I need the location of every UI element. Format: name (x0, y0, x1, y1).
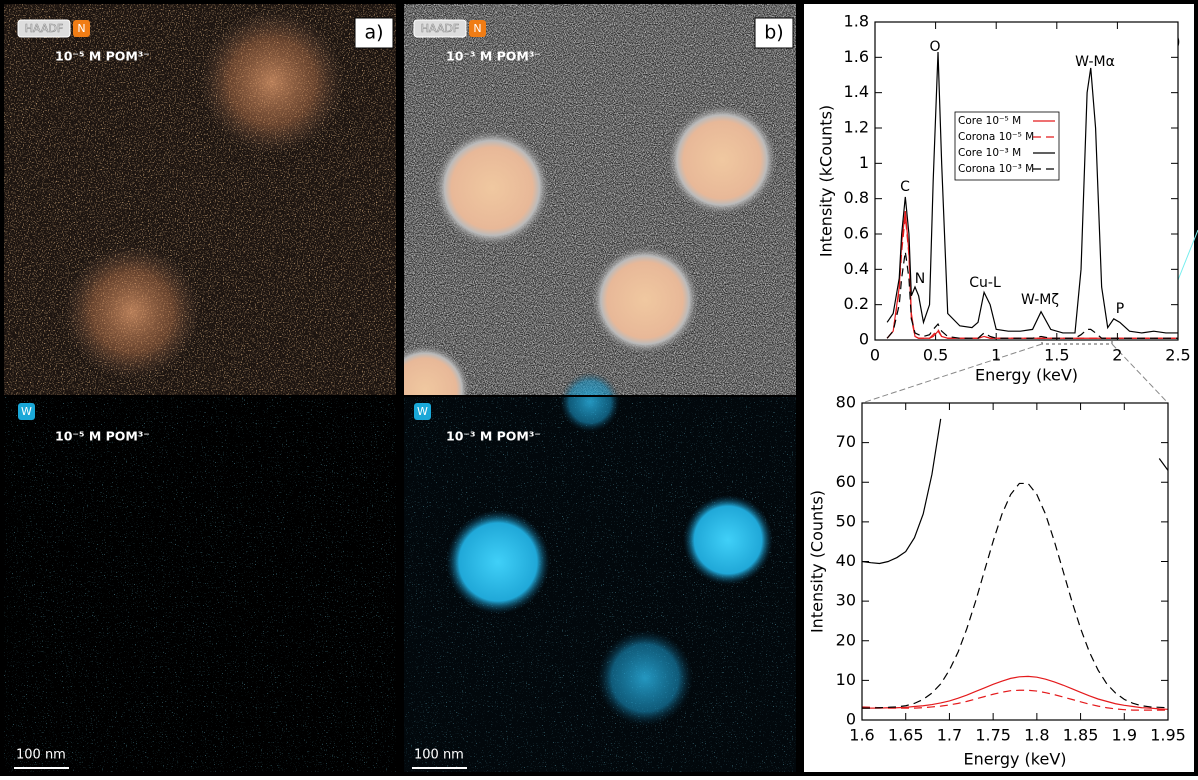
panel-a-images (0, 0, 398, 776)
particle (591, 246, 699, 354)
y-tick-label: 50 (836, 511, 856, 530)
y-tick-label: 0.2 (844, 294, 869, 313)
annotation: C (900, 179, 910, 195)
image-noise (0, 396, 398, 776)
haadf-badge: HAADF (421, 22, 459, 35)
y-tick-label: 1 (859, 153, 869, 172)
y-axis-label: Intensity (Counts) (808, 490, 827, 633)
x-tick-label: 2 (1112, 346, 1122, 365)
x-tick-label: 1.95 (1150, 726, 1186, 745)
x-tick-label: 1.65 (888, 726, 924, 745)
y-tick-label: 70 (836, 432, 856, 451)
y-tick-label: 30 (836, 591, 856, 610)
scale-bar-label: 100 nm (16, 748, 66, 763)
n-badge: N (77, 22, 85, 35)
annotation: P (1116, 301, 1124, 317)
caption: 10⁻³ M POM³⁻ (446, 49, 541, 64)
plot-area (862, 403, 1168, 720)
x-axis-label: Energy (keV) (963, 750, 1066, 769)
y-tick-label: 0.4 (844, 259, 869, 278)
y-tick-label: 80 (836, 393, 856, 412)
legend-label: Core 10⁻³ M (958, 147, 1021, 159)
x-tick-label: 1.9 (1112, 726, 1137, 745)
scale-bar-label: 100 nm (414, 748, 464, 763)
panel-label: a) (364, 22, 383, 44)
n-badge: N (473, 22, 481, 35)
y-tick-label: 0 (859, 330, 869, 349)
y-tick-label: 60 (836, 472, 856, 491)
annotation: O (929, 39, 940, 55)
body: { "panels": [ {"label": "a)", "haadf_bad… (0, 0, 1198, 776)
x-tick-label: 0.5 (923, 346, 948, 365)
y-tick-label: 20 (836, 630, 856, 649)
x-axis-label: Energy (keV) (975, 366, 1078, 385)
caption: 10⁻⁵ M POM³⁻ (55, 429, 150, 444)
legend-label: Corona 10⁻⁵ M (958, 131, 1034, 143)
x-tick-label: 1.7 (937, 726, 962, 745)
panel-b-images (380, 0, 798, 776)
x-tick-label: 0 (870, 346, 880, 365)
x-tick-label: 1.5 (1044, 346, 1069, 365)
particle (597, 630, 693, 726)
x-tick-label: 1.8 (1024, 726, 1049, 745)
w-badge: W (417, 405, 428, 418)
particle (446, 510, 550, 614)
x-tick-label: 2.5 (1165, 346, 1190, 365)
x-tick-label: 1.85 (1063, 726, 1099, 745)
panel-label: b) (764, 22, 783, 44)
y-tick-label: 1.8 (844, 12, 869, 31)
particle (683, 495, 773, 585)
caption: 10⁻³ M POM³⁻ (446, 429, 541, 444)
particle (667, 105, 777, 215)
x-tick-label: 1 (991, 346, 1001, 365)
page: EDX maps and spectra html, body { margin… (0, 0, 1198, 776)
particle (560, 372, 620, 432)
legend-label: Corona 10⁻³ M (958, 163, 1034, 175)
annotation: Cu-L (969, 275, 1001, 291)
x-tick-label: 1.75 (975, 726, 1011, 745)
particle (434, 130, 550, 246)
y-tick-label: 0.6 (844, 224, 869, 243)
y-tick-label: 1.2 (844, 118, 869, 137)
particle (64, 244, 200, 380)
y-tick-label: 40 (836, 551, 856, 570)
annotation: W-Mα (1075, 54, 1115, 70)
annotation: N (915, 271, 925, 287)
y-axis-label: Intensity (kCounts) (817, 105, 836, 257)
y-tick-label: 1.6 (844, 47, 869, 66)
y-tick-label: 1.4 (844, 82, 869, 101)
annotation: W-Mζ (1021, 292, 1059, 308)
particle (200, 10, 344, 154)
y-tick-label: 10 (836, 670, 856, 689)
caption: 10⁻⁵ M POM³⁻ (55, 49, 150, 64)
x-tick-label: 1.6 (849, 726, 874, 745)
legend-label: Core 10⁻⁵ M (958, 115, 1021, 127)
y-tick-label: 0.8 (844, 188, 869, 207)
w-badge: W (21, 405, 32, 418)
figure: HAADF N a) 10⁻⁵ M POM³⁻ W 10⁻⁵ M POM³⁻ 1… (0, 0, 1198, 776)
haadf-badge: HAADF (25, 22, 63, 35)
